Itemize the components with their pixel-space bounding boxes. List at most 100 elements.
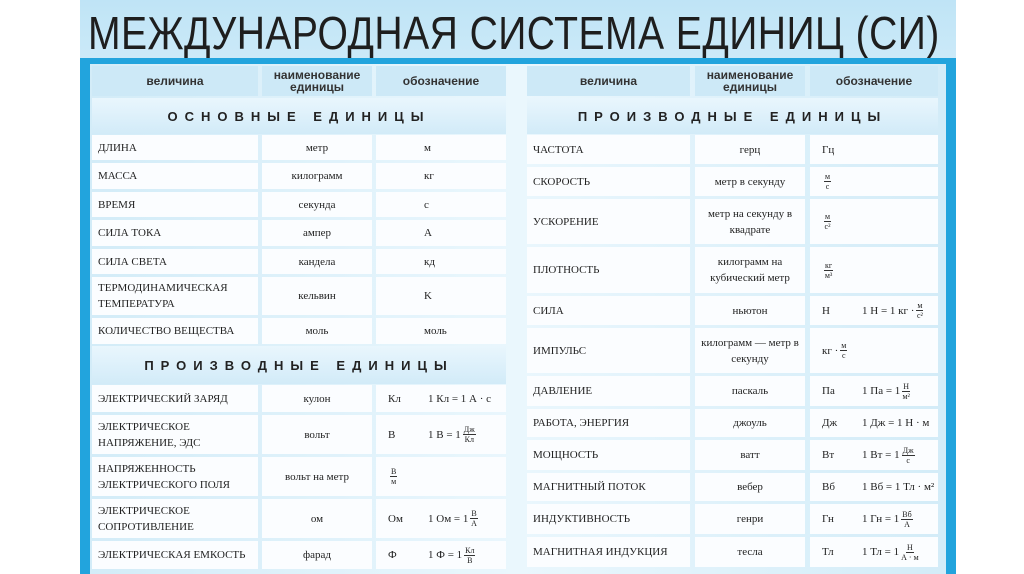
quantity-name: Магнитная индукция: [527, 537, 690, 567]
unit-symbol: Н: [822, 305, 856, 317]
fraction-numerator: м: [916, 301, 924, 311]
unit-formula-text: 1 Кл = 1 А · с: [428, 392, 492, 405]
unit-symbol: с: [424, 199, 458, 211]
table-row: Длина метр м: [92, 134, 506, 162]
unit-name: фарад: [262, 541, 372, 569]
unit-symbol-text: Ом: [388, 512, 403, 525]
fraction-denominator: А · м: [901, 552, 919, 562]
unit-name: метр: [262, 135, 372, 160]
table-row: Давление паскаль Па 1 Па = 1 Нм²: [527, 375, 938, 408]
fraction-numerator: м: [824, 172, 832, 182]
unit-symbol: Ом: [388, 513, 422, 525]
table-row: Импульс килограмм — метр в секунду кг · м с: [527, 327, 938, 375]
fraction-numerator: Вб: [901, 509, 913, 520]
unit-formula-text: 1 Н = 1 кг ·: [862, 304, 915, 317]
unit-symbol: кг: [424, 170, 458, 182]
section-title: ПРОИЗВОДНЫЕ ЕДИНИЦЫ: [92, 346, 506, 384]
table-row: Магнитная индукция тесла Тл 1 Тл = 1НА · м: [527, 536, 938, 569]
unit-symbol-text: кг ·: [822, 344, 839, 357]
unit-name: вебер: [695, 473, 805, 501]
unit-symbol-text: Ф: [388, 549, 397, 561]
quantity-name: Работа, энергия: [527, 409, 690, 437]
unit-name: ом: [262, 499, 372, 538]
unit-symbol: м: [424, 142, 458, 154]
right-table: величина наименование единицы обозначение П…: [527, 66, 938, 574]
table-row: Электрическое сопротивление ом Ом 1 Ом = 1В…: [92, 498, 506, 540]
unit-symbol-text: В: [388, 428, 396, 441]
poster-title: МЕЖДУНАРОДНАЯ СИСТЕМА ЕДИНИЦ (СИ): [88, 7, 940, 59]
column-header: обозначение: [810, 66, 938, 96]
unit-symbol-text: Гн: [822, 513, 834, 525]
unit-symbol-cell: А: [376, 220, 506, 246]
table-row: Напряженность электрического поля вольт н…: [92, 456, 506, 498]
unit-name: кандела: [262, 249, 372, 274]
unit-symbol-cell: с: [376, 192, 506, 217]
quantity-name: Электрическая емкость: [92, 541, 258, 569]
unit-symbol-cell: K: [376, 277, 506, 315]
quantity-name: Время: [92, 192, 258, 217]
table-row: Мощность ватт Вт 1 Вт = 1 Дж с: [527, 439, 938, 472]
quantity-name: Термодинамическая температура: [92, 277, 258, 315]
unit-symbol-text: Вт: [822, 449, 835, 461]
fraction-denominator: с: [842, 351, 846, 360]
unit-symbol: кд: [424, 256, 458, 268]
table-row: Плотность килограмм на кубический метр кг м…: [527, 246, 938, 295]
fraction-numerator: В: [470, 509, 478, 519]
unit-symbol: Кл: [388, 393, 422, 405]
unit-formula: 1 Кл = 1 А · с: [428, 393, 491, 405]
unit-symbol-text: кг: [424, 170, 434, 182]
unit-formula-text: 1 Ом = 1: [428, 512, 469, 525]
unit-formula: 1 Вб = 1 Тл · м²: [862, 481, 934, 493]
unit-formula: 1 Н = 1 кг · м с²: [862, 301, 924, 320]
unit-formula-text: 1 Вт = 1: [862, 449, 900, 461]
quantity-name: Напряженность электрического поля: [92, 457, 258, 496]
unit-formula-text: 1 Тл = 1: [862, 546, 900, 558]
unit-symbol-cell: кг м³: [810, 247, 938, 293]
fraction: м с²: [824, 212, 832, 231]
unit-symbol-text: А: [424, 227, 432, 239]
table-row: Термодинамическая температура кельвин K: [92, 276, 506, 317]
fraction: м с²: [916, 301, 924, 320]
table-row: Сила ньютон Н 1 Н = 1 кг · м с²: [527, 295, 938, 327]
unit-symbol: В: [388, 429, 422, 441]
table-row: Количество вещества моль моль: [92, 317, 506, 346]
table-row: Электрическое напряжение, ЭДС вольт В 1 В =…: [92, 414, 506, 456]
unit-symbol-text: м: [424, 141, 431, 154]
table-row: Сила тока ампер А: [92, 219, 506, 248]
section-title: ОСНОВНЫЕ ЕДИНИЦЫ: [92, 98, 506, 134]
header-row: величина наименование единицы обозначение: [527, 66, 938, 98]
fraction-numerator: Дж: [901, 445, 915, 456]
fraction-numerator: В: [390, 467, 398, 477]
unit-name: вольт: [262, 415, 372, 454]
unit-symbol: Гц: [822, 144, 856, 156]
unit-symbol: Тл: [822, 546, 856, 558]
unit-symbol-text: Кл: [388, 392, 401, 405]
fraction-numerator: Дж: [462, 425, 476, 435]
section-title: ПРОИЗВОДНЫЕ ЕДИНИЦЫ: [527, 98, 938, 134]
unit-symbol-cell: Дж 1 Дж = 1 Н · м: [810, 409, 938, 437]
unit-symbol-cell: Гн 1 Гн = 1 Вб А: [810, 504, 938, 534]
unit-symbol-text: Н: [822, 304, 830, 317]
table-row: Ускорение метр на секунду в квадрате м с²: [527, 198, 938, 246]
unit-symbol: А: [424, 227, 458, 239]
column-header: наименование единицы: [695, 66, 805, 96]
unit-symbol-cell: Кл 1 Кл = 1 А · с: [376, 385, 506, 412]
unit-symbol-text: Гц: [822, 143, 835, 156]
fraction-numerator: Кл: [464, 545, 476, 556]
quantity-name: Мощность: [527, 440, 690, 470]
table-row: Скорость метр в секунду м с: [527, 166, 938, 198]
unit-symbol-text: моль: [424, 325, 447, 337]
column-header: величина: [527, 66, 690, 96]
unit-symbol-cell: м с²: [810, 199, 938, 244]
unit-name: кельвин: [262, 277, 372, 315]
quantity-name: Электрическое сопротивление: [92, 499, 258, 538]
unit-name: вольт на метр: [262, 457, 372, 496]
fraction: кг м³: [824, 261, 834, 280]
quantity-name: Импульс: [527, 328, 690, 373]
unit-symbol: Дж: [822, 417, 856, 429]
unit-formula-text: 1 Дж = 1 Н · м: [862, 417, 930, 429]
column-header: величина: [92, 66, 258, 96]
